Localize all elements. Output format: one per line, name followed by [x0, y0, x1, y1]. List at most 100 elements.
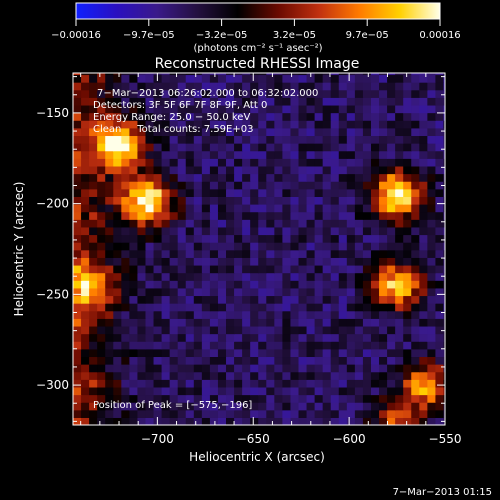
heatmap-cell [379, 97, 388, 106]
heatmap-cell [185, 264, 195, 274]
heatmap-cell [427, 127, 437, 137]
heatmap-cell [201, 165, 211, 175]
heatmap-cell [89, 143, 98, 152]
heatmap-cell [185, 242, 195, 251]
heatmap-cell [290, 287, 300, 297]
heatmap-cell [185, 287, 195, 297]
heatmap-cell [242, 402, 251, 411]
heatmap-cell [314, 82, 324, 91]
heatmap-cell [113, 242, 122, 251]
heatmap-cell [177, 204, 187, 213]
heatmap-cell [250, 89, 259, 98]
heatmap-cell [266, 341, 275, 350]
heatmap-cell [153, 386, 163, 396]
heatmap-cell [258, 386, 267, 396]
heatmap-cell [306, 165, 316, 175]
heatmap-cell [395, 158, 404, 167]
heatmap-cell [403, 74, 412, 83]
heatmap-cell [306, 158, 316, 167]
heatmap-cell [290, 257, 300, 266]
heatmap-cell [330, 386, 340, 396]
heatmap-cell [226, 280, 235, 289]
heatmap-cell [234, 295, 243, 304]
heatmap-cell [121, 318, 130, 327]
heatmap-cell [282, 310, 292, 319]
heatmap-cell [258, 417, 267, 425]
heatmap-cell [217, 318, 227, 327]
heatmap-cell [185, 325, 195, 335]
heatmap-cell [161, 394, 171, 403]
heatmap-cell [370, 97, 380, 106]
heatmap-cell [387, 295, 396, 304]
heatmap-cell [193, 211, 203, 220]
heatmap-cell [362, 303, 372, 312]
heatmap-cell [282, 173, 292, 182]
heatmap-cell [209, 341, 219, 350]
heatmap-cell [403, 226, 412, 236]
heatmap-cell [81, 379, 90, 388]
heatmap-cell [137, 181, 147, 190]
heatmap-cell [234, 150, 243, 159]
heatmap-cell [97, 135, 106, 144]
heatmap-cell [282, 264, 292, 274]
heatmap-cell [250, 303, 259, 312]
heatmap-cell [322, 196, 332, 205]
heatmap-cell [290, 348, 300, 358]
heatmap-cell [387, 303, 396, 312]
heatmap-cell [129, 226, 139, 236]
heatmap-cell [443, 341, 445, 350]
heatmap-cell [193, 112, 203, 121]
heatmap-cell [435, 104, 445, 114]
heatmap-cell [266, 310, 275, 319]
heatmap-cell [403, 417, 412, 425]
heatmap-cell [193, 234, 203, 243]
heatmap-cell [217, 394, 227, 403]
heatmap-cell [282, 234, 292, 243]
heatmap-cell [89, 295, 98, 304]
heatmap-cell [73, 196, 82, 205]
heatmap-cell [314, 120, 324, 129]
heatmap-cell [185, 417, 195, 425]
heatmap-cell [121, 348, 130, 358]
heatmap-cell [145, 242, 155, 251]
heatmap-cell [161, 196, 171, 205]
heatmap-cell [73, 97, 82, 106]
heatmap-cell [419, 74, 428, 83]
heatmap-cell [322, 219, 332, 228]
heatmap-cell [346, 249, 356, 258]
heatmap-cell [290, 204, 300, 213]
heatmap-cell [282, 181, 292, 190]
heatmap-cell [129, 379, 139, 388]
heatmap-cell [177, 82, 187, 91]
heatmap-cell [161, 150, 171, 159]
heatmap-cell [298, 402, 308, 411]
heatmap-cell [177, 97, 187, 106]
heatmap-cell [185, 188, 195, 197]
heatmap-cell [161, 386, 171, 396]
heatmap-cell [121, 371, 130, 380]
heatmap-cell [234, 211, 243, 220]
heatmap-cell [137, 318, 147, 327]
heatmap-cell [105, 272, 114, 281]
heatmap-cell [258, 211, 267, 220]
heatmap-cell [242, 158, 251, 167]
heatmap-cell [89, 73, 98, 76]
heatmap-cell [370, 341, 380, 350]
heatmap-cell [97, 104, 106, 114]
heatmap-cell [354, 73, 364, 76]
heatmap-cell [354, 242, 364, 251]
heatmap-cell [121, 219, 130, 228]
heatmap-cell [258, 303, 267, 312]
heatmap-cell [379, 135, 388, 144]
heatmap-cell [81, 417, 90, 425]
heatmap-cell [419, 287, 428, 297]
heatmap-cell [322, 204, 332, 213]
heatmap-cell [105, 318, 114, 327]
heatmap-cell [362, 143, 372, 152]
heatmap-cell [354, 287, 364, 297]
heatmap-cell [129, 188, 139, 197]
heatmap-cell [338, 318, 348, 327]
heatmap-cell [338, 181, 348, 190]
heatmap-cell [81, 341, 90, 350]
heatmap-cell [153, 364, 163, 373]
